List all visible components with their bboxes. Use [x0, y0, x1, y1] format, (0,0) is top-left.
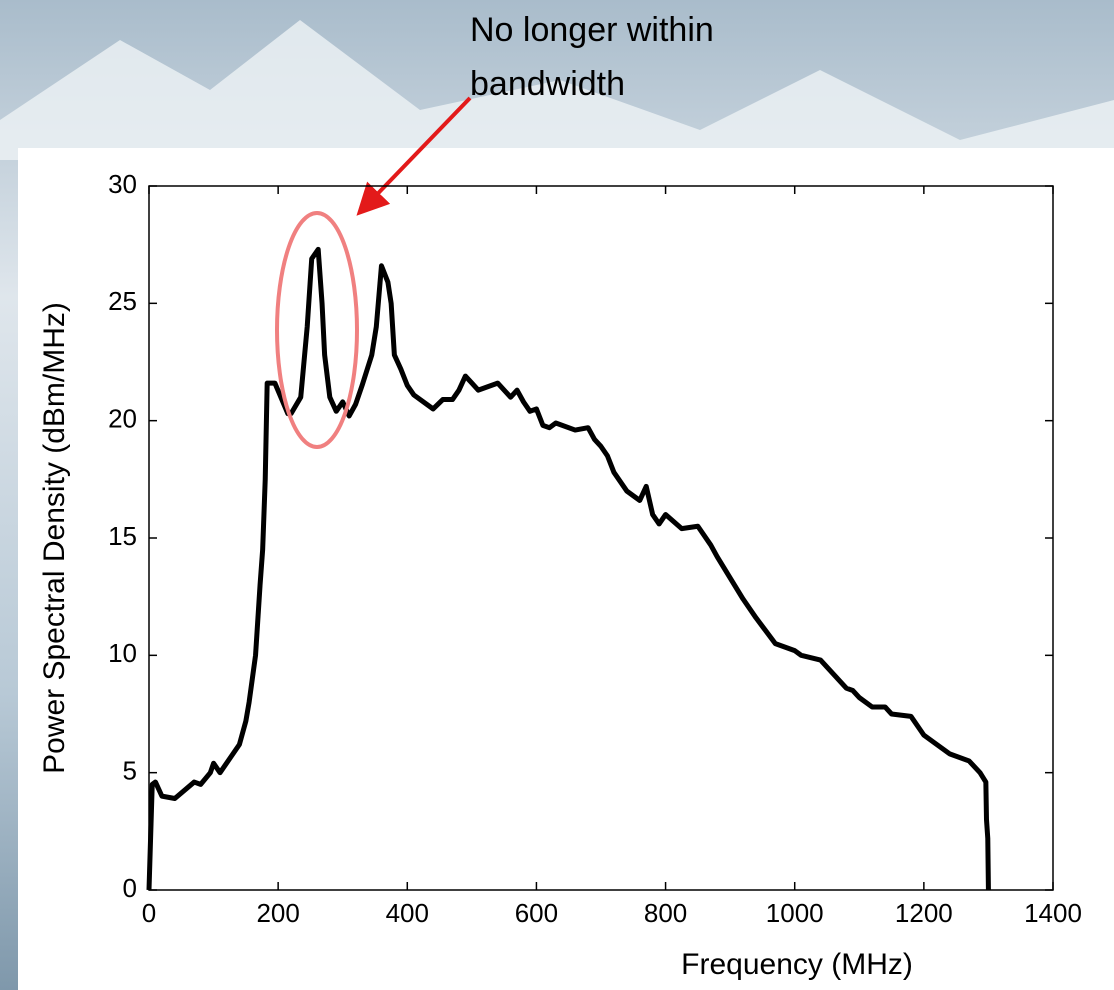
x-tick-label: 400 — [386, 898, 429, 928]
y-tick-label: 10 — [108, 638, 137, 668]
highlight-ellipse — [275, 211, 359, 449]
x-axis-label: Frequency (MHz) — [681, 948, 913, 981]
x-tick-label: 1000 — [766, 898, 824, 928]
data-line — [146, 246, 991, 891]
y-tick-label: 0 — [123, 873, 137, 903]
y-tick-label: 20 — [108, 404, 137, 434]
x-tick-label: 800 — [644, 898, 687, 928]
plot-frame — [148, 185, 1054, 891]
y-tick-label: 25 — [108, 286, 137, 316]
annotation-line: bandwidth — [470, 65, 625, 103]
x-tick-label: 200 — [256, 898, 299, 928]
y-tick-label: 15 — [108, 521, 137, 551]
y-tick-label: 30 — [108, 169, 137, 199]
x-tick-label: 0 — [142, 898, 156, 928]
y-tick-label: 5 — [123, 756, 137, 786]
x-tick-label: 600 — [515, 898, 558, 928]
x-tick-label: 1400 — [1024, 898, 1082, 928]
x-tick-label: 1200 — [895, 898, 953, 928]
chart-panel — [18, 148, 1114, 990]
mountains — [0, 20, 1114, 160]
y-axis-label: Power Spectral Density (dBm/MHz) — [38, 302, 71, 774]
annotation-line: No longer within — [470, 11, 714, 49]
annotation-arrow — [356, 96, 472, 216]
